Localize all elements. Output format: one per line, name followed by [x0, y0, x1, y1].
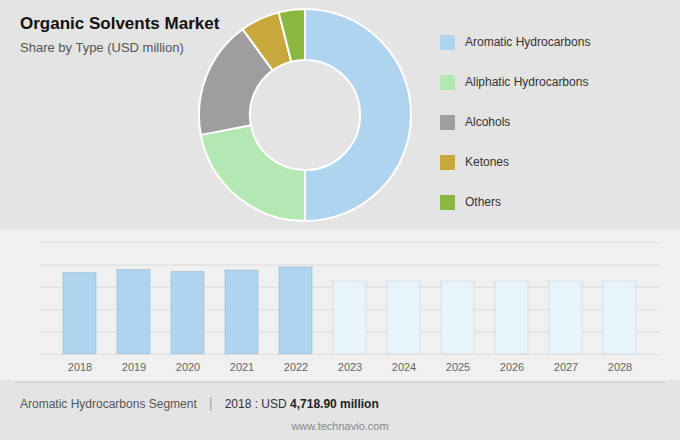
svg-text:2023: 2023	[338, 361, 362, 373]
html-text:Others: Others	[465, 195, 501, 209]
html-text:Ketones: Ketones	[465, 155, 509, 169]
svg-text:2020: 2020	[176, 361, 200, 373]
html-text:Alcohols: Alcohols	[465, 115, 511, 129]
svg-text:2021: 2021	[230, 361, 254, 373]
svg-text:2026: 2026	[500, 361, 524, 373]
html-text:Aliphatic Hydrocarbons: Aliphatic Hydrocarbons	[465, 75, 589, 89]
html-text:2018 : USD 4,718.90 million: 2018 : USD 4,718.90 million	[224, 397, 379, 411]
svg-text:2025: 2025	[446, 361, 470, 373]
html-text:Organic Solvents Market: Organic Solvents Market	[20, 14, 220, 33]
svg-text:2022: 2022	[284, 361, 308, 373]
html-text:www.technavio.com: www.technavio.com	[291, 420, 389, 432]
html-text:Share by Type (USD million): Share by Type (USD million)	[20, 40, 184, 55]
svg-text:2027: 2027	[554, 361, 578, 373]
svg-text:2024: 2024	[392, 361, 416, 373]
html-text:Aromatic Hydrocarbons Segment: Aromatic Hydrocarbons Segment	[20, 397, 197, 411]
svg-text:2019: 2019	[122, 361, 146, 373]
svg-text:2028: 2028	[608, 361, 632, 373]
svg-text:2018: 2018	[68, 361, 92, 373]
html-text:Aromatic Hydrocarbons: Aromatic Hydrocarbons	[465, 35, 591, 49]
